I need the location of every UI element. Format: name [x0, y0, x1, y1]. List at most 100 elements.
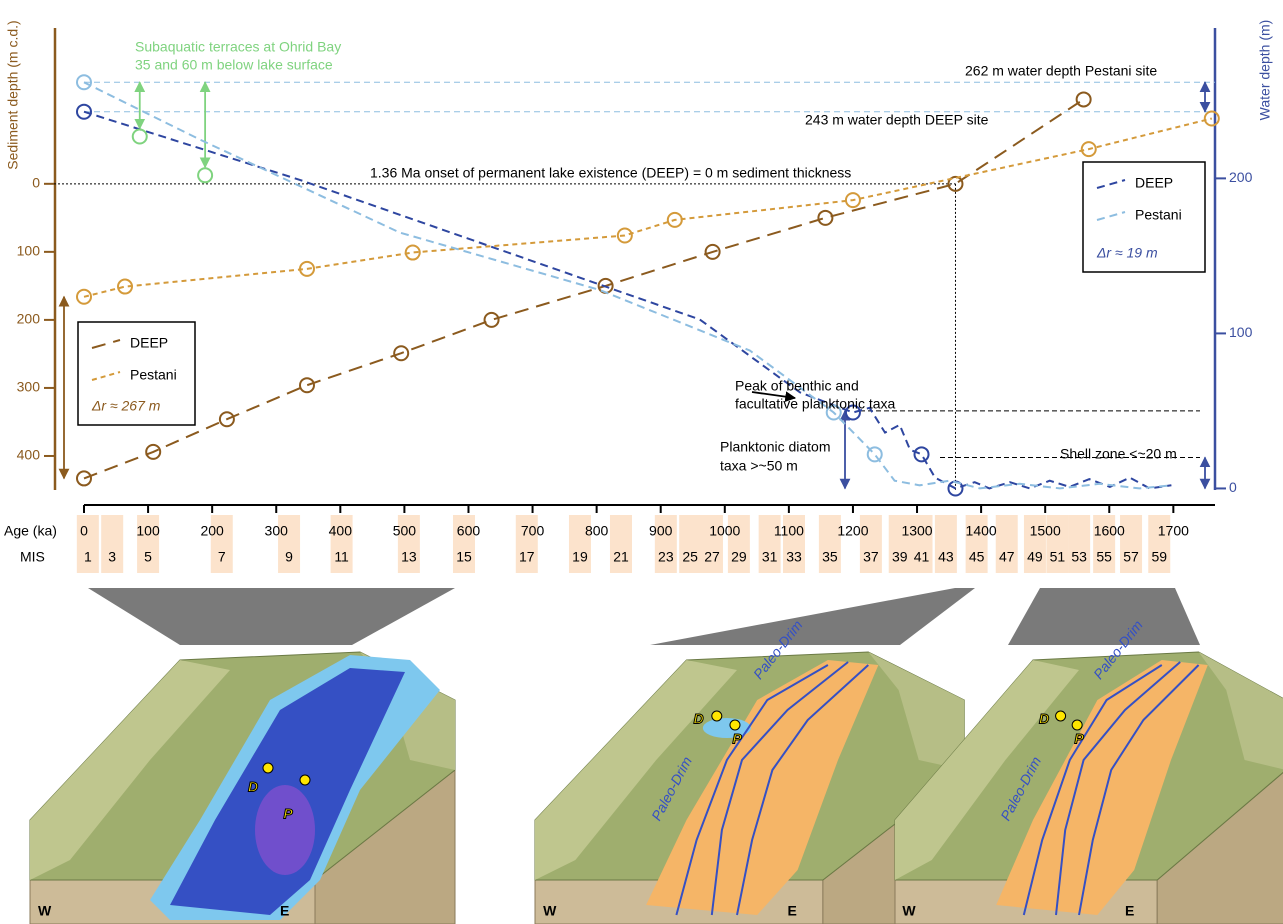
direction-label: E — [1125, 903, 1134, 919]
mis-label: 53 — [1071, 549, 1087, 565]
x-tick-label: 1500 — [1030, 523, 1061, 539]
terrain-ridge — [868, 652, 965, 770]
x-tick-label: 1300 — [901, 523, 932, 539]
x-tick-label: 1600 — [1094, 523, 1125, 539]
direction-label: E — [788, 903, 797, 919]
annotation: facultative planktonic taxa — [735, 396, 896, 412]
x-tick-label: 1000 — [709, 523, 740, 539]
deep-basin — [255, 785, 315, 875]
x-tick-label: 800 — [585, 523, 609, 539]
x-tick-label: 1200 — [837, 523, 868, 539]
site-dot — [1055, 710, 1067, 722]
mis-band — [452, 515, 475, 573]
river — [675, 664, 829, 916]
y-tick-label: 100 — [17, 243, 41, 259]
x-axis-label: Age (ka) — [4, 523, 57, 539]
x-tick-label: 300 — [265, 523, 289, 539]
mis-label: 45 — [969, 549, 985, 565]
mis-band — [1093, 515, 1116, 573]
site-dot — [729, 719, 741, 731]
x-tick-label: 400 — [329, 523, 353, 539]
site-dot — [711, 710, 723, 722]
legend-box — [77, 321, 196, 426]
data-point — [1080, 141, 1097, 158]
mis-label: 49 — [1027, 549, 1043, 565]
mis-band — [859, 515, 882, 573]
data-point — [825, 404, 842, 421]
data-point — [1075, 91, 1092, 108]
mis-band — [101, 515, 124, 573]
mis-band — [330, 515, 353, 573]
x-tick-label: 1100 — [774, 523, 804, 539]
mis-label: 23 — [658, 549, 674, 565]
mis-band — [137, 515, 160, 573]
mis-band — [910, 515, 933, 573]
mis-band — [609, 515, 632, 573]
river — [1022, 664, 1163, 916]
series-line — [83, 117, 1213, 298]
site-label: D — [694, 711, 704, 727]
x-tick-label: 500 — [393, 523, 417, 539]
annotation: 243 m water depth DEEP site — [805, 112, 989, 128]
data-point — [704, 243, 721, 260]
mis-label: 47 — [999, 549, 1015, 565]
data-point — [1203, 110, 1220, 127]
mis-band — [679, 515, 702, 573]
y-tick-label: 300 — [17, 379, 41, 395]
legend-note: Δr ≈ 19 m — [1096, 245, 1158, 261]
legend-box — [1082, 161, 1206, 273]
data-point — [844, 404, 861, 421]
mis-band — [654, 515, 677, 573]
terrain-ridge — [535, 660, 737, 880]
block-diagram: D P W E — [29, 651, 456, 924]
annotation-bg — [365, 165, 885, 183]
mis-band — [1148, 515, 1171, 573]
mis-label: 3 — [108, 549, 116, 565]
x-tick-label: 200 — [200, 523, 224, 539]
x-tick-label: 600 — [457, 523, 481, 539]
mis-band — [700, 515, 723, 573]
site-dot — [299, 774, 311, 786]
y-tick-label: 0 — [32, 175, 40, 191]
data-point — [844, 192, 861, 209]
mis-label: 33 — [786, 549, 802, 565]
mis-label: 9 — [285, 549, 293, 565]
mis-label: 19 — [572, 549, 588, 565]
mis-band — [1023, 515, 1046, 573]
fluvial-plain — [996, 660, 1208, 915]
legend-swatch — [1096, 211, 1126, 221]
site-label: P — [283, 806, 293, 822]
terrain-ridge — [1198, 652, 1283, 770]
mis-label: 51 — [1050, 549, 1066, 565]
direction-label: W — [38, 903, 52, 919]
annotation: Planktonic diatom — [720, 439, 831, 455]
data-point — [817, 209, 834, 226]
mis-band — [965, 515, 988, 573]
mis-band — [888, 515, 911, 573]
direction-label: E — [280, 903, 289, 919]
site-label: P — [1074, 731, 1084, 747]
mis-band — [818, 515, 841, 573]
mis-band — [995, 515, 1018, 573]
mis-label: 25 — [682, 549, 698, 565]
direction-label: W — [902, 903, 916, 919]
y-axis-label: Sediment depth (m c.d.) — [5, 20, 21, 169]
mis-band — [278, 515, 301, 573]
river — [1055, 661, 1181, 916]
mis-label: 5 — [144, 549, 152, 565]
annotation: Shell zone <~20 m — [1060, 446, 1177, 462]
data-point — [76, 288, 92, 305]
data-point — [76, 470, 92, 487]
site-label: D — [248, 779, 258, 795]
mis-label: 43 — [938, 549, 954, 565]
river — [736, 664, 869, 916]
mis-band — [515, 515, 538, 573]
x-tick-label: 0 — [80, 523, 88, 539]
mis-band — [76, 515, 99, 573]
mis-label: 11 — [334, 549, 349, 565]
mis-label: 1 — [84, 549, 92, 565]
annotation: 1.36 Ma onset of permanent lake existenc… — [370, 165, 851, 181]
mis-label: 55 — [1096, 549, 1112, 565]
annotation: 35 and 60 m below lake surface — [135, 57, 333, 73]
